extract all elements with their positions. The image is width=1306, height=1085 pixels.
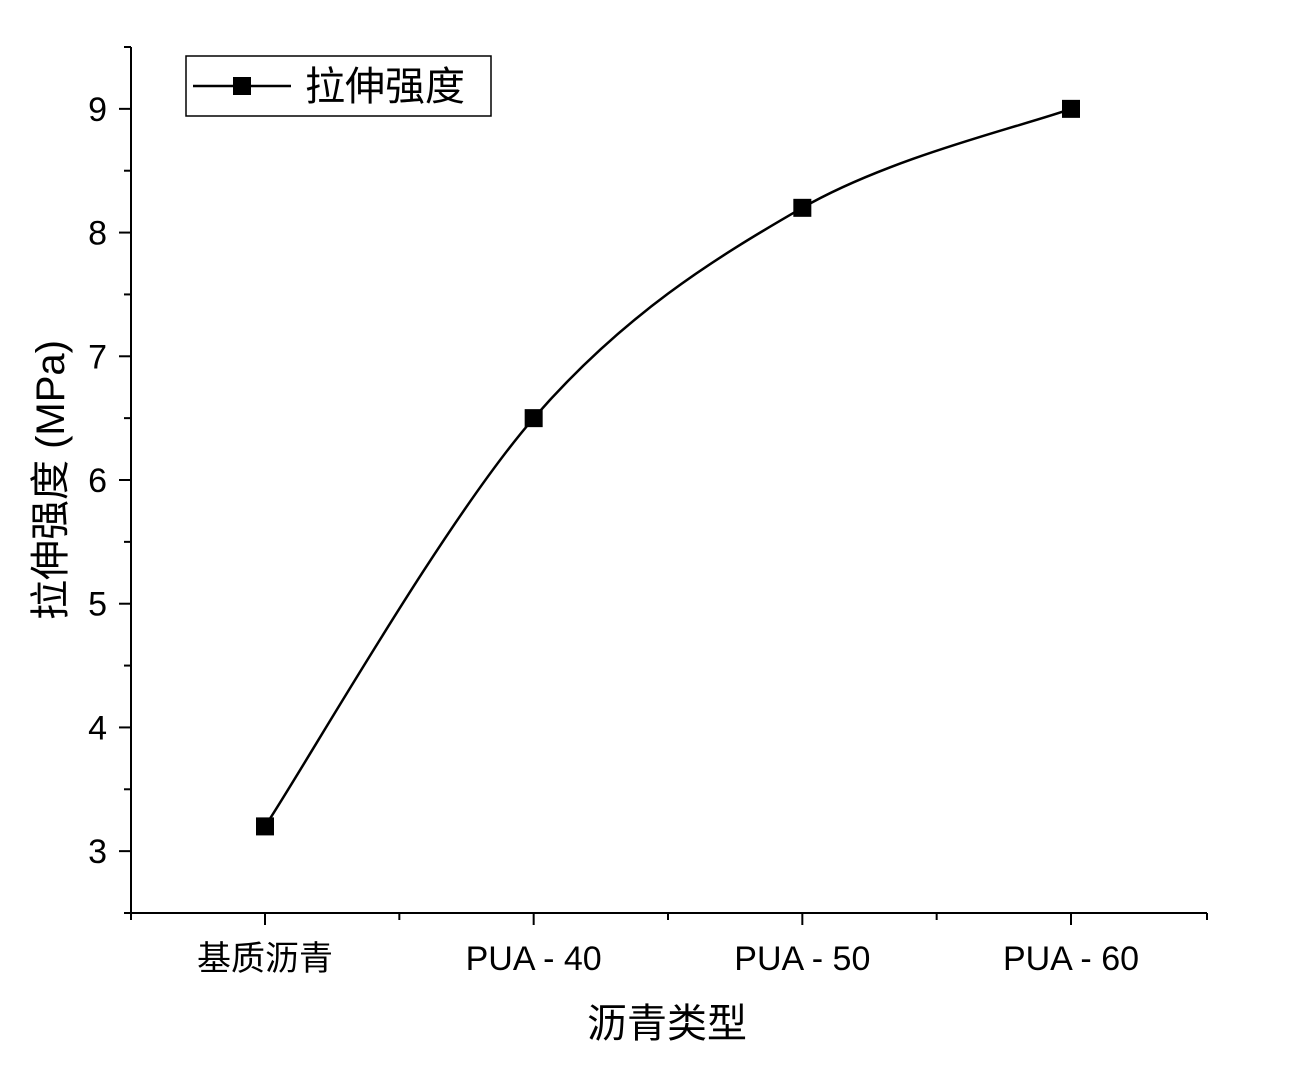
x-tick-label: 基质沥青: [197, 940, 333, 978]
axes: 3 4 5 6 7 8 9 基质沥青 PUA - 40 PUA - 50 PUA - 60: [88, 46, 1208, 978]
x-tick-label: PUA - 50: [734, 940, 870, 978]
y-tick-label: 9: [88, 91, 107, 129]
series-line: [263, 107, 1072, 828]
y-tick-label: 5: [88, 586, 107, 624]
data-point: [1062, 99, 1080, 118]
y-tick-label: 7: [88, 338, 107, 376]
x-axis-title: 沥青类型: [587, 1002, 747, 1046]
x-tick-label: PUA - 60: [1003, 940, 1139, 978]
y-tick-label: 4: [88, 709, 107, 747]
data-point: [793, 198, 812, 217]
legend-label: 拉伸强度: [305, 65, 465, 109]
x-tick-label: PUA - 40: [466, 940, 602, 978]
legend-marker-swatch: [233, 77, 251, 95]
y-tick-label: 3: [88, 833, 107, 871]
series-layer: [256, 99, 1080, 836]
legend: 拉伸强度: [185, 55, 492, 117]
y-axis-title: 拉伸强度 (MPa): [29, 340, 73, 620]
data-point: [524, 409, 543, 428]
y-tick-label: 8: [88, 215, 107, 253]
y-tick-label: 6: [88, 462, 107, 500]
data-point: [256, 817, 274, 836]
